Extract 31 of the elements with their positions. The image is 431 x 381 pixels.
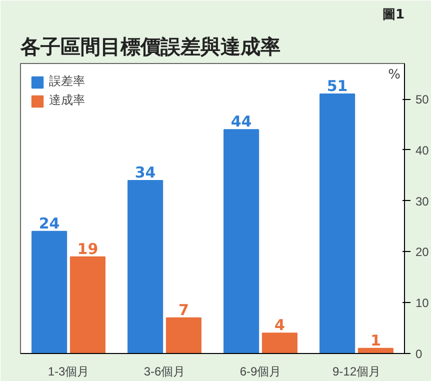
chart-title: 各子區間目標價誤差與達成率	[20, 34, 280, 58]
x-tick-label: 9-12個月	[332, 364, 381, 378]
data-label: 34	[134, 164, 156, 182]
bar	[320, 94, 356, 354]
x-tick-label: 3-6個月	[144, 364, 186, 378]
bar	[32, 230, 68, 354]
x-tick-label: 1-3個月	[48, 364, 90, 378]
data-label: 19	[77, 240, 98, 258]
y-tick-label: 50	[416, 92, 430, 107]
data-label: 7	[178, 300, 189, 319]
data-label: 4	[274, 316, 285, 334]
data-label: 44	[230, 112, 252, 131]
data-label: 51	[326, 77, 348, 96]
y-axis-title: %	[388, 68, 401, 82]
y-tick-label: 40	[416, 143, 430, 158]
legend-label: 誤差率	[49, 73, 85, 90]
y-tick-label: 30	[416, 194, 430, 208]
y-tick-label: 20	[416, 245, 430, 260]
data-label: 1	[370, 331, 381, 350]
data-label: 24	[38, 214, 60, 232]
x-tick-label: 6-9個月	[240, 364, 282, 378]
bar	[128, 180, 164, 354]
bar	[358, 348, 394, 354]
legend-label: 達成率	[49, 92, 85, 109]
bar	[224, 129, 260, 354]
bar	[70, 256, 106, 354]
caption: 圖1	[382, 8, 404, 22]
bar	[166, 317, 202, 354]
y-tick-label: 0	[416, 347, 422, 361]
y-tick-label: 10	[416, 296, 430, 310]
bar	[262, 332, 298, 354]
